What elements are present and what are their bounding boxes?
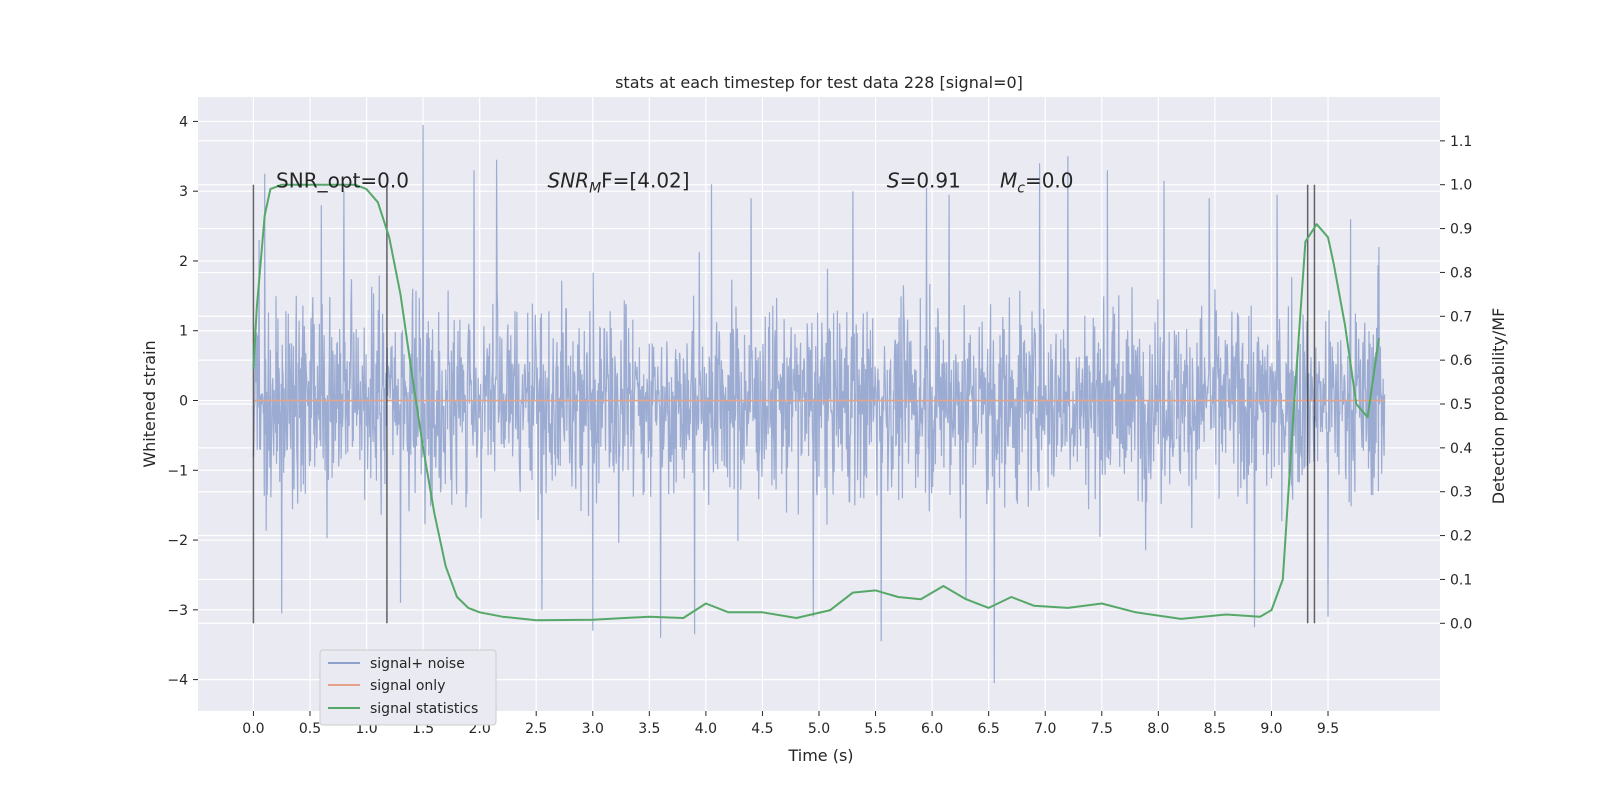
x-tick-label: 0.5 (299, 721, 321, 737)
x-axis-label: Time (s) (787, 746, 853, 765)
x-tick-label: 3.0 (582, 721, 604, 737)
annotation-mc: Mc=0.0 (1000, 169, 1074, 197)
x-tick-label: 8.0 (1147, 721, 1169, 737)
x-tick-label: 4.0 (695, 721, 717, 737)
x-tick-label: 4.5 (751, 721, 773, 737)
annotation-snr_mf: SNRMF=[4.02] (548, 169, 690, 197)
y-axis-ticks: −4 −3 −2 −1 0 1 2 3 4 (167, 114, 198, 689)
annotation-snr_opt: SNR_opt=0.0 (276, 169, 409, 193)
legend: signal+ noise signal only signal statist… (319, 649, 497, 726)
y-tick-label: 1 (179, 324, 188, 340)
x-tick-label: 3.5 (638, 721, 660, 737)
statistics-line (252, 183, 1380, 622)
legend-label-noise: signal+ noise (370, 656, 465, 672)
annotations: SNR_opt=0.0 SNRMF=[4.02] S=0.91 Mc=0.0 (276, 169, 1073, 197)
y-tick-label: 4 (179, 114, 188, 130)
noise-series (252, 124, 1386, 684)
y-tick-label: 2 (179, 254, 188, 270)
y-right-tick-label: 0.1 (1450, 572, 1472, 588)
x-axis-ticks: 0.0 0.5 1.0 1.5 2.0 2.5 3.0 3.5 4.0 4.5 5.0 5.5 6.0 6… (242, 711, 1339, 737)
x-tick-label: 7.5 (1091, 721, 1113, 737)
y-tick-label: 3 (179, 184, 188, 200)
annotation-s: S=0.91 (887, 169, 961, 193)
x-tick-label: 6.5 (978, 721, 1000, 737)
y-right-tick-label: 0.4 (1450, 441, 1472, 457)
x-tick-label: 9.5 (1317, 721, 1339, 737)
legend-label-stats: signal statistics (370, 701, 478, 717)
y-right-tick-label: 0.7 (1450, 309, 1472, 325)
y-tick-label: −2 (167, 533, 188, 549)
y-right-axis-label: Detection probability/MF (1489, 308, 1508, 505)
y-tick-label: −4 (167, 673, 188, 689)
y-right-tick-label: 0.0 (1450, 616, 1472, 632)
y-right-tick-label: 0.2 (1450, 529, 1472, 545)
y-tick-label: −1 (167, 463, 188, 479)
y-tick-label: 0 (179, 394, 188, 410)
statistics-series (252, 183, 1380, 622)
x-tick-label: 9.0 (1260, 721, 1282, 737)
x-tick-label: 2.5 (525, 721, 547, 737)
x-tick-label: 7.0 (1034, 721, 1056, 737)
y-right-tick-label: 1.1 (1450, 134, 1472, 150)
y-right-axis-ticks: 0.0 0.1 0.2 0.3 0.4 0.5 0.6 0.7 0.8 0.9 1.0 1.1 (1440, 134, 1472, 632)
x-tick-label: 5.5 (864, 721, 886, 737)
legend-box (319, 649, 497, 726)
y-right-tick-label: 0.3 (1450, 485, 1472, 501)
y-right-tick-label: 1.0 (1450, 178, 1472, 194)
vertical-markers (252, 184, 1316, 624)
y-right-tick-label: 0.9 (1450, 222, 1472, 238)
y-right-tick-label: 0.5 (1450, 397, 1472, 413)
y-right-tick-label: 0.6 (1450, 353, 1472, 369)
noise-line (252, 124, 1386, 684)
legend-label-signal: signal only (370, 678, 445, 694)
x-tick-label: 6.0 (921, 721, 943, 737)
x-tick-label: 5.0 (808, 721, 830, 737)
y-tick-label: −3 (167, 603, 188, 619)
chart-title: stats at each timestep for test data 228… (615, 73, 1023, 92)
y-axis-label: Whitened strain (140, 340, 159, 467)
x-tick-label: 8.5 (1204, 721, 1226, 737)
y-right-tick-label: 0.8 (1450, 265, 1472, 281)
x-tick-label: 0.0 (242, 721, 264, 737)
